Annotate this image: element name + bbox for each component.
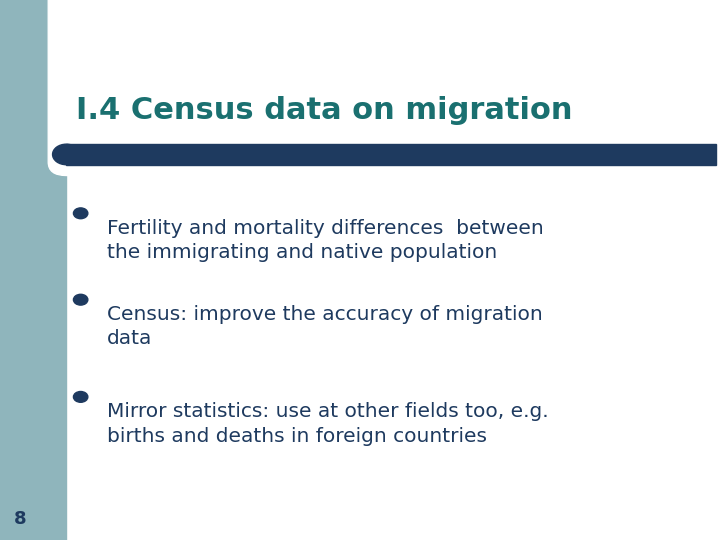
Bar — [66, 144, 716, 165]
Circle shape — [73, 208, 88, 219]
Text: Fertility and mortality differences  between
the immigrating and native populati: Fertility and mortality differences betw… — [107, 219, 544, 262]
FancyBboxPatch shape — [48, 0, 270, 176]
Text: Mirror statistics: use at other fields too, e.g.
births and deaths in foreign co: Mirror statistics: use at other fields t… — [107, 402, 548, 446]
Bar — [0, 0, 216, 162]
Text: I.4 Census data on migration: I.4 Census data on migration — [76, 96, 572, 125]
Circle shape — [53, 144, 80, 165]
Text: Census: improve the accuracy of migration
data: Census: improve the accuracy of migratio… — [107, 305, 542, 348]
Text: 8: 8 — [14, 510, 27, 529]
Bar — [0, 0, 66, 540]
Circle shape — [73, 392, 88, 402]
Circle shape — [73, 294, 88, 305]
